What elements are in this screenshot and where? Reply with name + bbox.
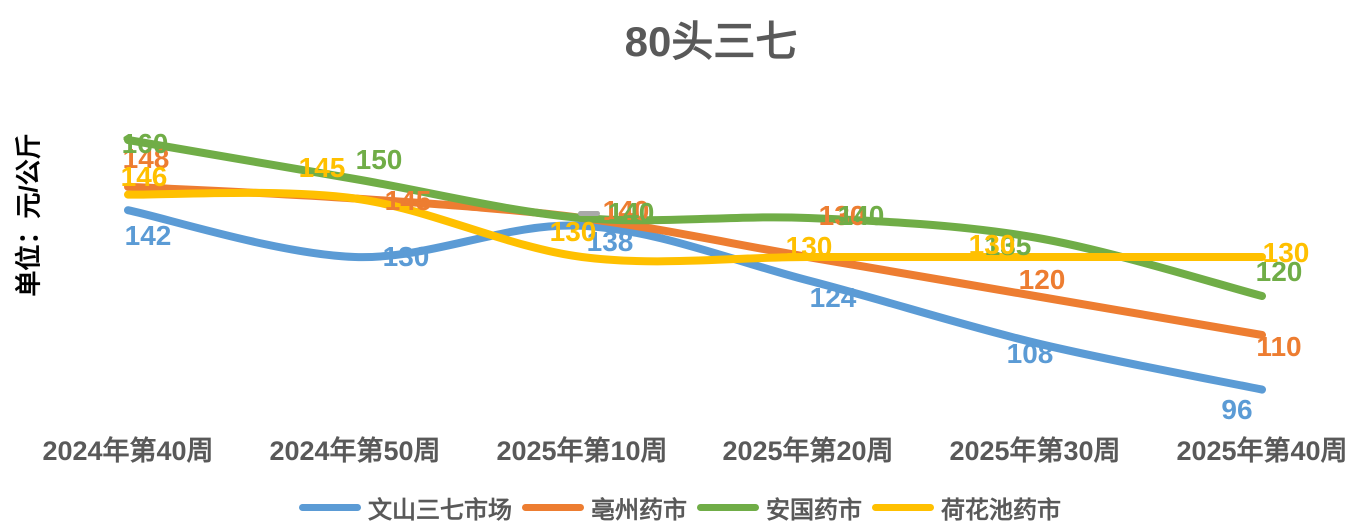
legend-item-安国药市[interactable]: 安国药市 <box>697 490 862 525</box>
chart-legend: 文山三七市场 亳州药市 安国药市 荷花池药市 <box>0 490 1360 525</box>
legend-line-icon <box>522 504 584 511</box>
series-line-文山三七市场 <box>124 206 1266 394</box>
legend-label: 亳州药市 <box>591 497 687 524</box>
legend-label: 荷花池药市 <box>941 497 1061 524</box>
label-leader-dash <box>578 211 600 216</box>
legend-line-icon <box>299 504 361 511</box>
series-line-荷花池药市 <box>124 188 1266 266</box>
legend-item-荷花池药市[interactable]: 荷花池药市 <box>872 490 1061 525</box>
legend-item-文山三七市场[interactable]: 文山三七市场 <box>299 490 512 525</box>
chart-title: 80头三七 <box>624 18 798 65</box>
legend-line-icon <box>697 504 759 511</box>
legend-label: 文山三七市场 <box>368 497 512 524</box>
legend-item-亳州药市[interactable]: 亳州药市 <box>522 490 687 525</box>
legend-line-icon <box>872 504 934 511</box>
legend-label: 安国药市 <box>766 497 862 524</box>
series-line-安国药市 <box>124 136 1266 300</box>
